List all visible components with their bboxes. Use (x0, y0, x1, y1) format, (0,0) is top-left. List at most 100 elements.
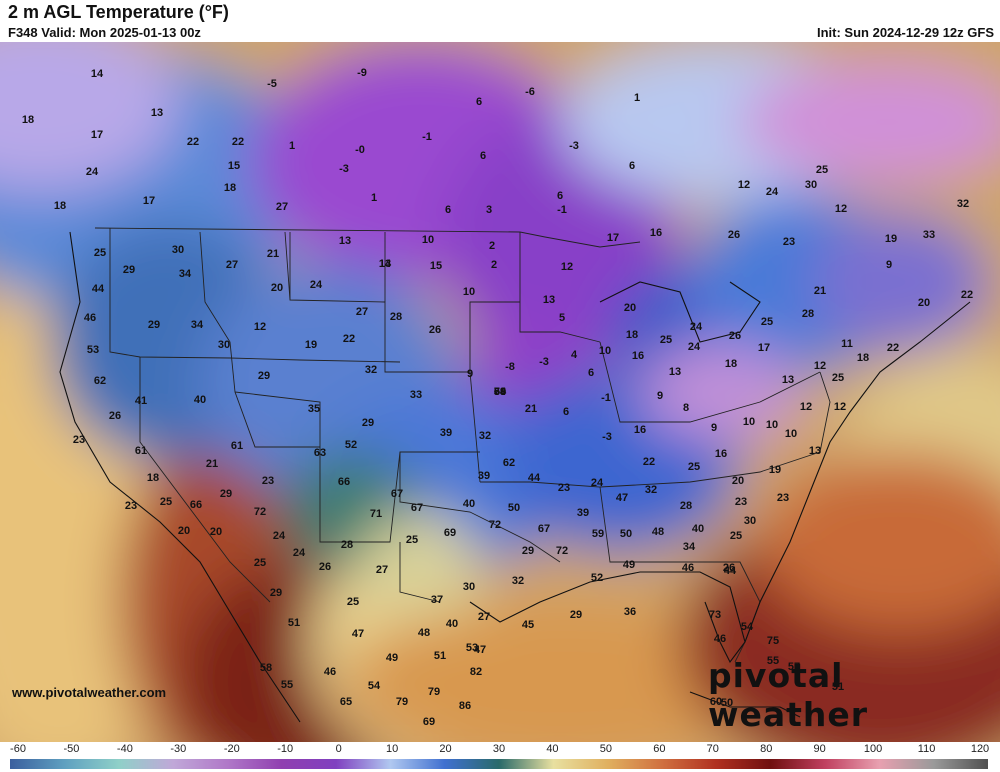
temperature-value: 16 (631, 350, 645, 362)
temperature-value: 20 (270, 282, 284, 294)
temperature-value: 23 (776, 492, 790, 504)
temperature-value: 46 (83, 312, 97, 324)
temperature-value: 46 (323, 666, 337, 678)
temperature-value: 12 (253, 321, 267, 333)
temperature-value: 24 (689, 321, 703, 333)
temperature-value: 6 (587, 367, 595, 379)
temperature-value: 50 (720, 697, 734, 709)
temperature-value: 30 (462, 581, 476, 593)
temperature-value: 39 (576, 507, 590, 519)
temperature-value: 2 (488, 240, 496, 252)
temperature-value: 21 (266, 248, 280, 260)
temperature-value: 21 (205, 458, 219, 470)
temperature-value: 48 (651, 526, 665, 538)
temperature-value: 25 (831, 372, 845, 384)
temperature-value: -5 (267, 78, 277, 90)
coastlines (59, 231, 971, 723)
temperature-value: 6 (562, 406, 570, 418)
temperature-value: 51 (287, 617, 301, 629)
temperature-value: 16 (714, 448, 728, 460)
temperature-value: 70 (493, 386, 507, 398)
temperature-value: -1 (557, 204, 567, 216)
temperature-value: 6 (556, 190, 564, 202)
temperature-value: 79 (427, 686, 441, 698)
temperature-value: 64 (493, 386, 507, 398)
temperature-value: 16 (649, 227, 663, 239)
temperature-value: 24 (590, 477, 604, 489)
temperature-value: 25 (760, 316, 774, 328)
temperature-value: 20 (209, 526, 223, 538)
temperature-value: 59 (591, 528, 605, 540)
temperature-value: 39 (477, 470, 491, 482)
source-url[interactable]: www.pivotalweather.com (12, 685, 167, 700)
temperature-value: 24 (765, 186, 779, 198)
temperature-value: 54 (493, 386, 507, 398)
temperature-value: 22 (642, 456, 656, 468)
temperature-value: 73 (708, 609, 722, 621)
temperature-value: 22 (886, 342, 900, 354)
temperature-value: 25 (729, 530, 743, 542)
temperature-value: 1 (633, 92, 641, 104)
temperature-value: 13 (150, 107, 164, 119)
colorbar-tick-label: 120 (970, 743, 990, 755)
temperature-map[interactable]: 14 18 17 13 22 22 15 24 18 17 18 27 -5 -9 1 -3 -0 1 6 3 6 -1 6… (0, 42, 1000, 742)
temperature-value: -1 (422, 131, 432, 143)
temperature-value: 82 (469, 666, 483, 678)
colorbar-tick-label: 70 (706, 743, 719, 755)
temperature-value: 54 (740, 621, 754, 633)
temperature-value: 22 (342, 333, 356, 345)
map-background (0, 42, 1000, 742)
temperature-value: 13 (781, 374, 795, 386)
temperature-value: 19 (304, 339, 318, 351)
temperature-value: 37 (430, 594, 444, 606)
temperature-value: 48 (417, 627, 431, 639)
temperature-value: 13 (668, 366, 682, 378)
temperature-value: -3 (539, 356, 549, 368)
temperature-value: 44 (91, 283, 105, 295)
temperature-value: 57 (787, 661, 801, 673)
temperature-value: 61 (134, 445, 148, 457)
temperature-value: 55 (766, 655, 780, 667)
colorbar-tick-label: 110 (917, 743, 936, 755)
temperature-value: 67 (537, 523, 551, 535)
temperature-value: 54 (367, 680, 381, 692)
colorbar-tick-label: -60 (10, 743, 26, 755)
temperature-value: 75 (766, 635, 780, 647)
temperature-value: 25 (159, 496, 173, 508)
temperature-value: 28 (801, 308, 815, 320)
temperature-value: 32 (956, 198, 970, 210)
temperature-value: 18 (724, 358, 738, 370)
temperature-value: 12 (833, 401, 847, 413)
temperature-value: -3 (602, 431, 612, 443)
temperature-value: 16 (633, 424, 647, 436)
temperature-value: 39 (439, 427, 453, 439)
temperature-value: 35 (307, 403, 321, 415)
temperature-value: 8 (682, 402, 690, 414)
temperature-value: 27 (477, 611, 491, 623)
temperature-value: 51 (831, 681, 845, 693)
temperature-value: 32 (478, 430, 492, 442)
valid-time: F348 Valid: Mon 2025-01-13 00z (8, 25, 201, 40)
temperature-value: 28 (340, 539, 354, 551)
temperature-value: 79 (395, 696, 409, 708)
temperature-value: 2 (490, 259, 498, 271)
temperature-value: 19 (768, 464, 782, 476)
temperature-value: 28 (679, 500, 693, 512)
temperature-value: 26 (728, 330, 742, 342)
temperature-value: 40 (445, 618, 459, 630)
temperature-value: 21 (524, 403, 538, 415)
temperature-value: 25 (815, 164, 829, 176)
temperature-value: 13 (808, 445, 822, 457)
temperature-value: 21 (813, 285, 827, 297)
temperature-value: 61 (230, 440, 244, 452)
colorbar-tick-label: 0 (335, 743, 342, 755)
temperature-value: 13 (338, 235, 352, 247)
temperature-value: 17 (142, 195, 156, 207)
temperature-value: 29 (269, 587, 283, 599)
temperature-value: 12 (560, 261, 574, 273)
temperature-value: 25 (93, 247, 107, 259)
temperature-value: 29 (147, 319, 161, 331)
temperature-value: 66 (337, 476, 351, 488)
temperature-value: 34 (682, 541, 696, 553)
colorbar-tick-label: 50 (599, 743, 612, 755)
